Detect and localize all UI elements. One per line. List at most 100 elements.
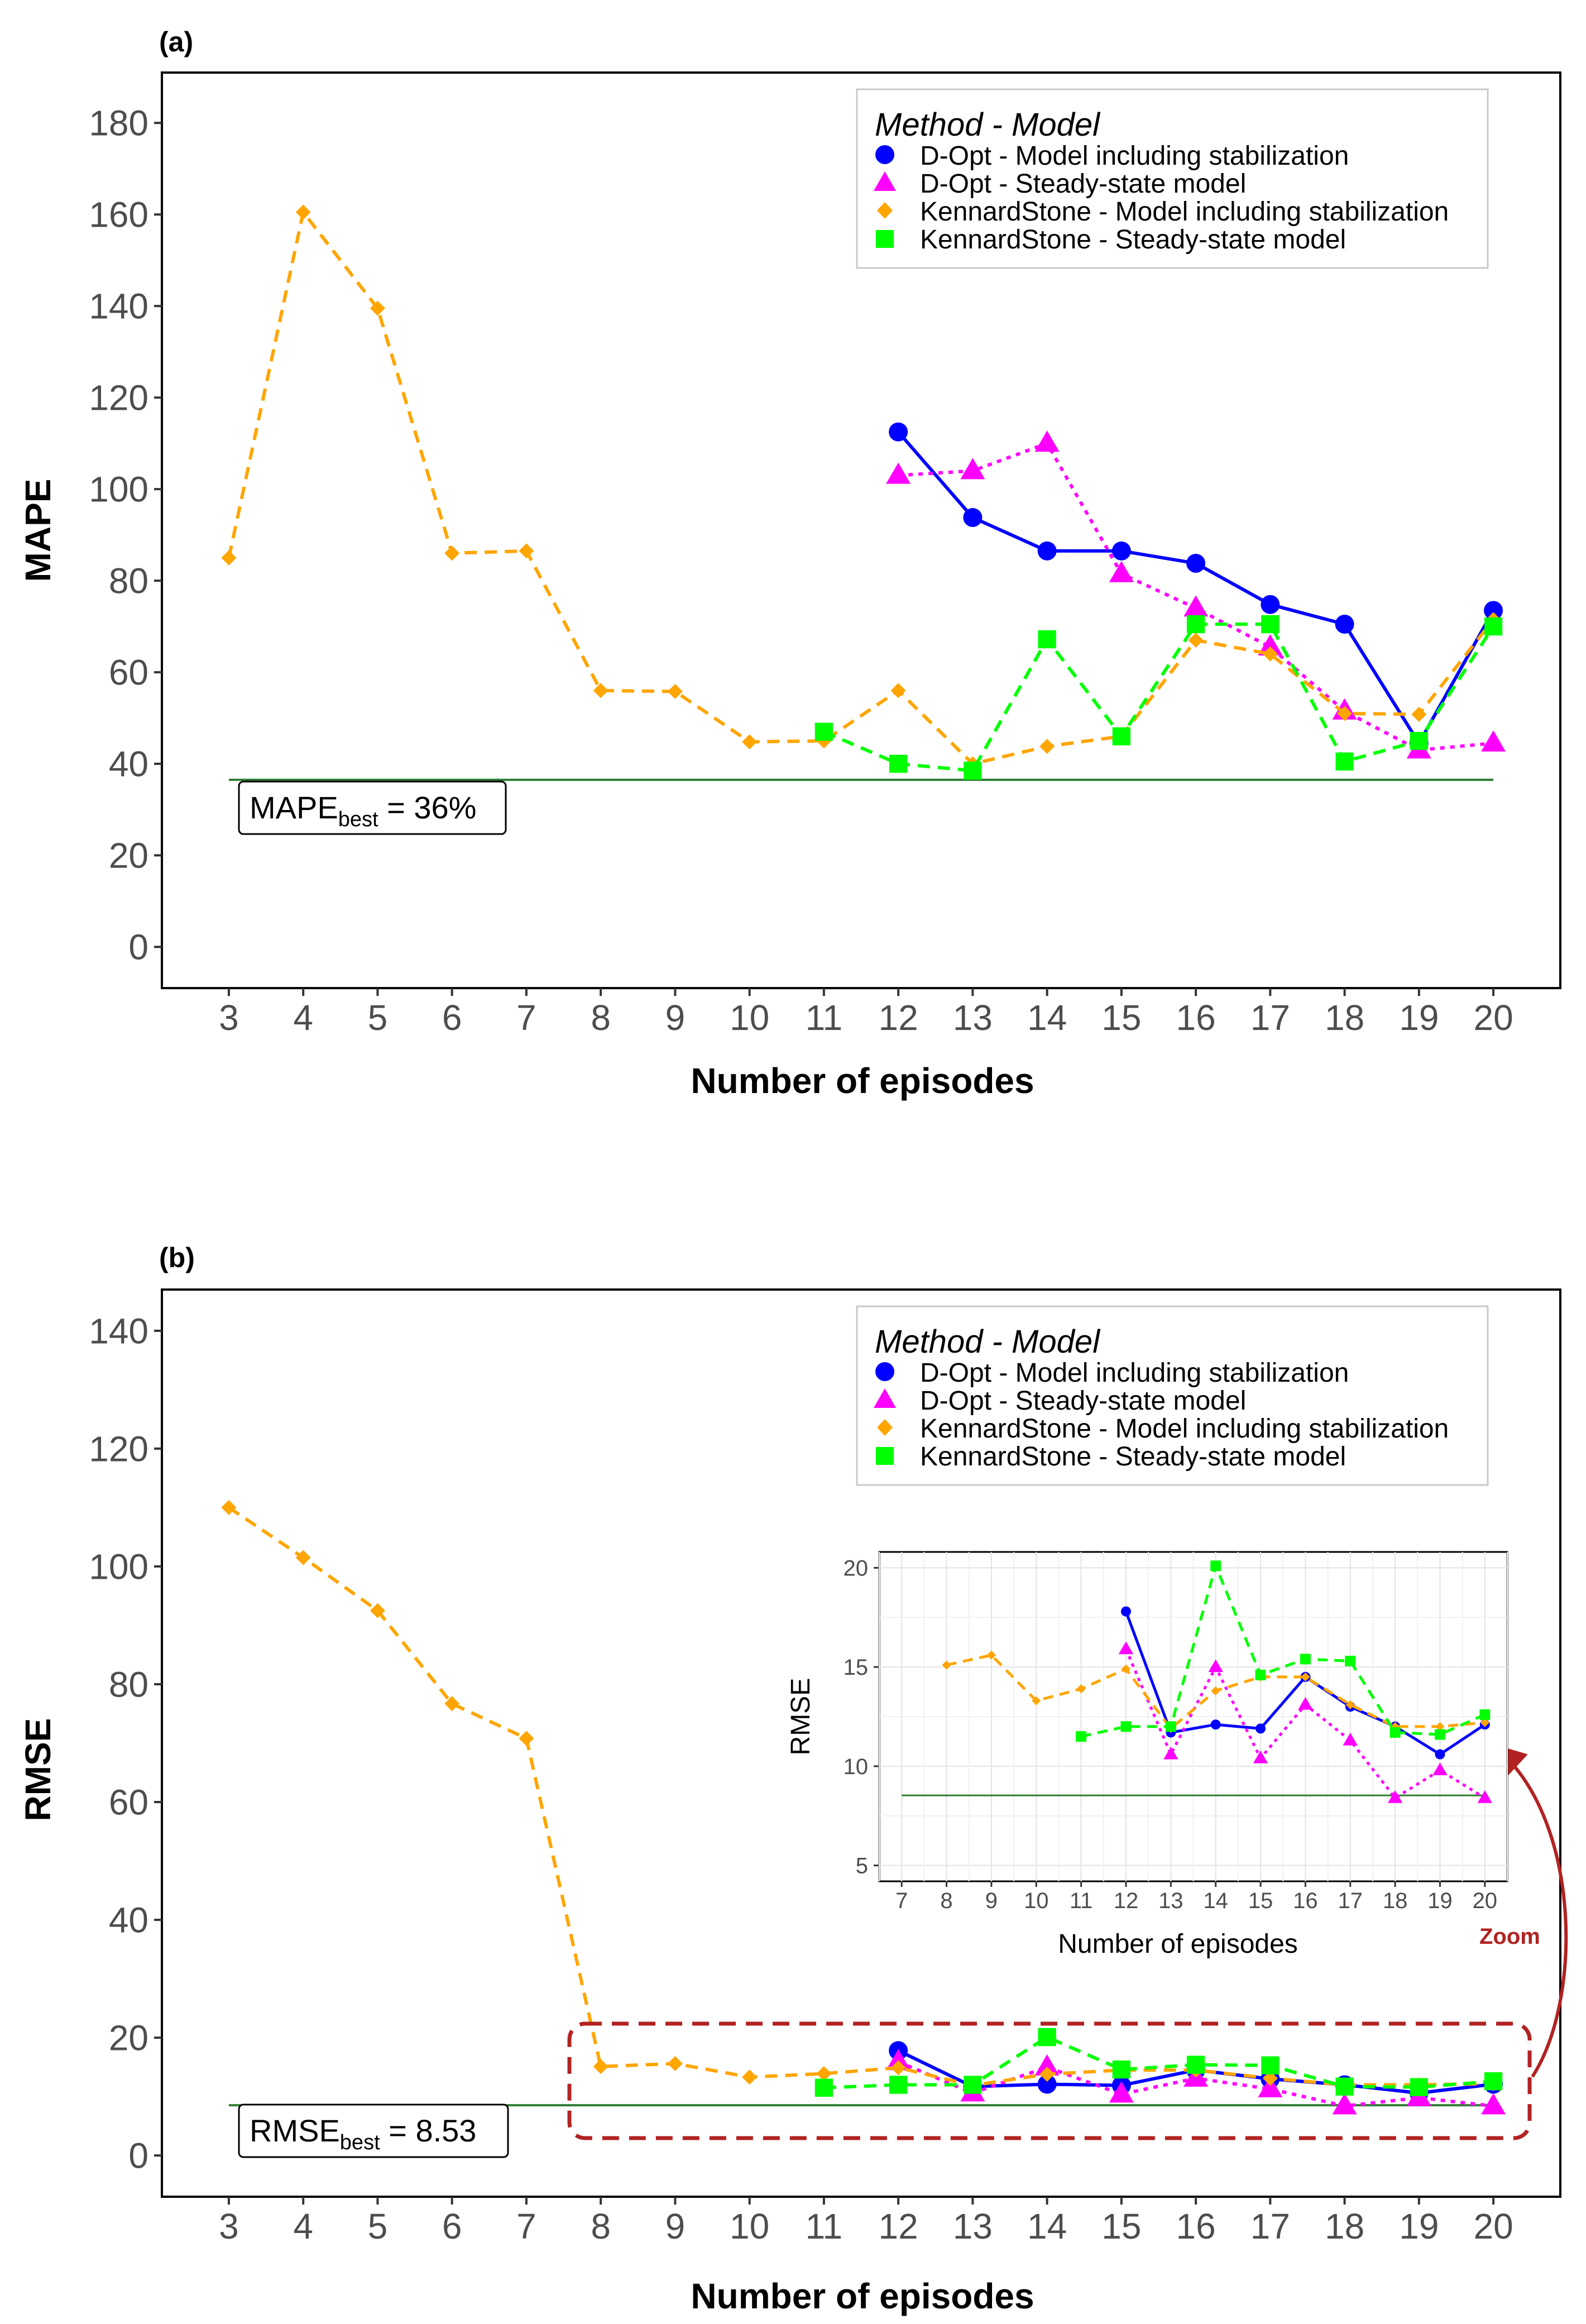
b-point-ks-stab [1262, 2071, 1278, 2086]
legend-dopt-stab-circle-icon [875, 145, 894, 164]
b-x-tick-label: 4 [293, 2206, 313, 2246]
a-point-ks-ss [1335, 752, 1354, 771]
a-point-ks-stab [295, 204, 311, 220]
b-x-tick-label: 14 [1027, 2206, 1067, 2246]
b-x-tick-label: 10 [730, 2206, 769, 2246]
i-point-ks-stab [1301, 1672, 1310, 1682]
i-x-tick-label: 19 [1427, 1889, 1453, 1913]
b-x-tick-label: 12 [879, 2206, 918, 2246]
i-point-ks-ss [1389, 1727, 1401, 1738]
panel-a-best-prefix: MAPE [250, 790, 338, 825]
a-y-tick-label: 160 [89, 195, 148, 235]
b-point-ks-ss [814, 2078, 833, 2097]
i-point-dopt-ss [1432, 1762, 1448, 1775]
a-point-ks-ss [964, 761, 982, 780]
a-x-tick-label: 16 [1176, 998, 1216, 1038]
a-point-dopt-ss [960, 458, 985, 480]
a-point-dopt-stab [1261, 595, 1280, 614]
a-y-tick-label: 20 [109, 836, 148, 876]
panel-b-x-title: Number of episodes [691, 2276, 1034, 2316]
legend-ks-stab-diamond-icon [877, 202, 893, 219]
a-point-dopt-ss [1481, 730, 1506, 752]
i-point-ks-stab [1345, 1700, 1355, 1709]
a-point-ks-ss [1261, 615, 1280, 634]
b-x-tick-label: 17 [1250, 2206, 1290, 2246]
a-x-tick-label: 9 [665, 998, 686, 1038]
b-point-ks-stab [667, 2056, 683, 2072]
i-point-ks-ss [1300, 1654, 1311, 1665]
a-point-ks-ss [1410, 732, 1428, 750]
panel-b-plot-border [161, 1288, 1561, 2198]
legend-b-ks-ss-square-icon [876, 1447, 894, 1465]
a-point-ks-stab [519, 543, 534, 559]
a-point-dopt-stab [1037, 541, 1057, 560]
b-point-ks-ss [1335, 2077, 1354, 2096]
a-point-ks-ss [1484, 617, 1503, 636]
a-point-ks-stab [370, 300, 385, 316]
b-y-tick-label: 100 [89, 1546, 148, 1587]
panel-a-plot-border [161, 71, 1561, 989]
b-x-tick-label: 9 [665, 2206, 686, 2246]
a-x-tick-label: 3 [219, 998, 239, 1038]
b-x-tick-label: 16 [1176, 2206, 1216, 2246]
a-x-tick-label: 8 [591, 998, 611, 1038]
i-point-ks-stab [1480, 1718, 1489, 1727]
i-series-ks-ss-line [1081, 1564, 1486, 1738]
i-point-ks-stab [1076, 1684, 1086, 1694]
i-x-tick-label: 8 [940, 1889, 952, 1913]
b-x-tick-label: 13 [953, 2206, 993, 2246]
b-series-ks-ss-line [823, 2035, 1494, 2090]
a-y-tick-label: 60 [109, 653, 148, 693]
panel-a-legend: Method - Model D-Opt - Model including s… [856, 88, 1489, 269]
legend-item-dopt-stab: D-Opt - Model including stabilization [920, 141, 1349, 171]
panel-b-y-title: RMSE [18, 1718, 58, 1822]
b-x-tick-label: 5 [368, 2206, 388, 2246]
b-point-dopt-ss [1481, 2093, 1506, 2115]
b-x-tick-label: 11 [806, 2206, 842, 2246]
a-point-ks-stab [221, 550, 237, 566]
i-y-tick-label: 5 [856, 1854, 868, 1879]
a-x-tick-label: 17 [1250, 998, 1290, 1038]
a-x-tick-label: 19 [1399, 998, 1439, 1038]
panel-a-y-axis: 0 20 40 60 80 100 120 140 160 180 [89, 103, 162, 967]
i-point-dopt-ss [1208, 1659, 1223, 1673]
a-point-ks-ss [1038, 630, 1056, 649]
a-x-tick-label: 5 [368, 998, 388, 1038]
legend-item-dopt-ss: D-Opt - Steady-state model [920, 169, 1246, 199]
a-x-tick-label: 13 [953, 998, 993, 1038]
panel-a-series [221, 204, 1506, 780]
i-point-ks-ss [1434, 1729, 1445, 1740]
i-x-tick-label: 12 [1114, 1889, 1139, 1913]
panel-b-legend: Method - Model D-Opt - Model including s… [856, 1305, 1489, 1486]
a-y-tick-label: 140 [89, 286, 148, 327]
a-x-tick-label: 6 [442, 998, 462, 1038]
i-x-tick-label: 16 [1293, 1889, 1318, 1913]
panel-b-legend-box [856, 1305, 1489, 1486]
b-point-dopt-stab [1037, 2074, 1057, 2094]
i-point-ks-ss [1076, 1731, 1087, 1742]
legend-ks-ss-square-icon [876, 230, 894, 248]
b-point-dopt-ss [1034, 2054, 1060, 2076]
zoom-label: Zoom [1479, 1924, 1540, 1949]
a-y-tick-label: 120 [89, 378, 148, 418]
a-point-ks-ss [889, 755, 908, 773]
i-y-tick-label: 15 [844, 1655, 869, 1680]
b-x-tick-label: 20 [1473, 2206, 1513, 2246]
b-point-dopt-ss [1109, 2081, 1134, 2103]
i-point-ks-stab [1121, 1664, 1131, 1674]
b-x-tick-label: 7 [516, 2206, 536, 2246]
i-point-dopt-stab [1210, 1719, 1221, 1730]
panel-b-best-label: RMSEbest = 8.53 [238, 2103, 509, 2158]
a-x-tick-label: 12 [879, 998, 918, 1038]
b-y-tick-label: 20 [109, 2018, 148, 2058]
panel-b-best-prefix: RMSE [250, 2113, 340, 2148]
b-point-ks-stab [890, 2060, 906, 2076]
i-point-ks-ss [1479, 1709, 1491, 1720]
a-x-tick-label: 14 [1027, 998, 1067, 1038]
a-y-tick-label: 100 [89, 469, 148, 510]
b-x-tick-label: 19 [1399, 2206, 1439, 2246]
a-point-ks-ss [814, 722, 833, 741]
i-point-ks-stab [986, 1650, 996, 1660]
b-point-ks-ss [1186, 2055, 1205, 2074]
